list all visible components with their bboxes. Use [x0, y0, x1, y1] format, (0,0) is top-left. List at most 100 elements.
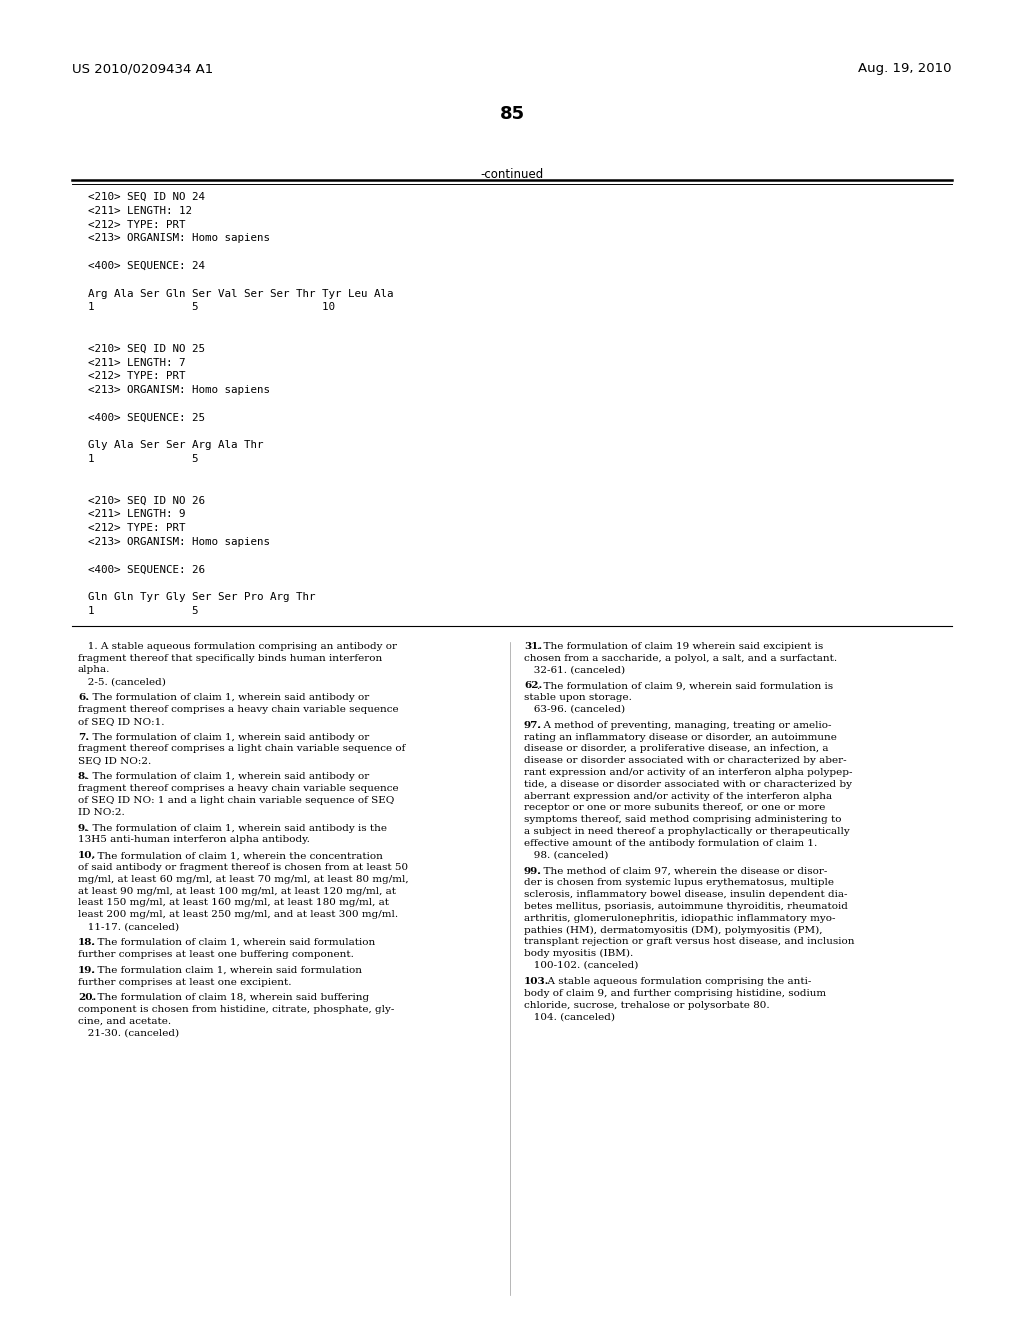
Text: . A stable aqueous formulation comprising the anti-: . A stable aqueous formulation comprisin… [541, 977, 811, 986]
Text: component is chosen from histidine, citrate, phosphate, gly-: component is chosen from histidine, citr… [78, 1006, 394, 1014]
Text: . The formulation of claim 1, wherein said antibody or: . The formulation of claim 1, wherein sa… [86, 733, 370, 742]
Text: <400> SEQUENCE: 24: <400> SEQUENCE: 24 [88, 261, 205, 271]
Text: of SEQ ID NO:1.: of SEQ ID NO:1. [78, 717, 165, 726]
Text: 104. (canceled): 104. (canceled) [524, 1012, 615, 1022]
Text: <400> SEQUENCE: 25: <400> SEQUENCE: 25 [88, 413, 205, 422]
Text: 9.: 9. [78, 824, 89, 833]
Text: 1               5: 1 5 [88, 606, 199, 616]
Text: 32-61. (canceled): 32-61. (canceled) [524, 665, 625, 675]
Text: of SEQ ID NO: 1 and a light chain variable sequence of SEQ: of SEQ ID NO: 1 and a light chain variab… [78, 796, 394, 805]
Text: cine, and acetate.: cine, and acetate. [78, 1016, 171, 1026]
Text: rant expression and/or activity of an interferon alpha polypep-: rant expression and/or activity of an in… [524, 768, 853, 777]
Text: . A method of preventing, managing, treating or amelio-: . A method of preventing, managing, trea… [537, 721, 831, 730]
Text: <212> TYPE: PRT: <212> TYPE: PRT [88, 371, 185, 381]
Text: 1               5                   10: 1 5 10 [88, 302, 335, 313]
Text: 21-30. (canceled): 21-30. (canceled) [78, 1028, 179, 1038]
Text: . The formulation claim 1, wherein said formulation: . The formulation claim 1, wherein said … [90, 966, 361, 974]
Text: 20.: 20. [78, 994, 96, 1002]
Text: further comprises at least one excipient.: further comprises at least one excipient… [78, 978, 292, 986]
Text: 7.: 7. [78, 733, 89, 742]
Text: disease or disorder associated with or characterized by aber-: disease or disorder associated with or c… [524, 756, 847, 766]
Text: <212> TYPE: PRT: <212> TYPE: PRT [88, 523, 185, 533]
Text: 2-5. (canceled): 2-5. (canceled) [78, 677, 166, 686]
Text: fragment thereof comprises a light chain variable sequence of: fragment thereof comprises a light chain… [78, 744, 406, 754]
Text: . The formulation of claim 9, wherein said formulation is: . The formulation of claim 9, wherein sa… [537, 681, 833, 690]
Text: <211> LENGTH: 7: <211> LENGTH: 7 [88, 358, 185, 367]
Text: 31.: 31. [524, 642, 542, 651]
Text: body of claim 9, and further comprising histidine, sodium: body of claim 9, and further comprising … [524, 989, 826, 998]
Text: 1               5: 1 5 [88, 454, 199, 465]
Text: . The formulation of claim 1, wherein said formulation: . The formulation of claim 1, wherein sa… [90, 939, 375, 946]
Text: 99.: 99. [524, 867, 542, 875]
Text: disease or disorder, a proliferative disease, an infection, a: disease or disorder, a proliferative dis… [524, 744, 828, 754]
Text: fragment thereof comprises a heavy chain variable sequence: fragment thereof comprises a heavy chain… [78, 784, 398, 793]
Text: least 150 mg/ml, at least 160 mg/ml, at least 180 mg/ml, at: least 150 mg/ml, at least 160 mg/ml, at … [78, 899, 389, 907]
Text: . The formulation of claim 1, wherein said antibody is the: . The formulation of claim 1, wherein sa… [86, 824, 387, 833]
Text: receptor or one or more subunits thereof, or one or more: receptor or one or more subunits thereof… [524, 804, 825, 812]
Text: 63-96. (canceled): 63-96. (canceled) [524, 705, 625, 714]
Text: US 2010/0209434 A1: US 2010/0209434 A1 [72, 62, 213, 75]
Text: 85: 85 [500, 106, 524, 123]
Text: mg/ml, at least 60 mg/ml, at least 70 mg/ml, at least 80 mg/ml,: mg/ml, at least 60 mg/ml, at least 70 mg… [78, 875, 409, 884]
Text: fragment thereof comprises a heavy chain variable sequence: fragment thereof comprises a heavy chain… [78, 705, 398, 714]
Text: 11-17. (canceled): 11-17. (canceled) [78, 923, 179, 931]
Text: Arg Ala Ser Gln Ser Val Ser Ser Thr Tyr Leu Ala: Arg Ala Ser Gln Ser Val Ser Ser Thr Tyr … [88, 289, 393, 298]
Text: least 200 mg/ml, at least 250 mg/ml, and at least 300 mg/ml.: least 200 mg/ml, at least 250 mg/ml, and… [78, 911, 398, 919]
Text: aberrant expression and/or activity of the interferon alpha: aberrant expression and/or activity of t… [524, 792, 833, 801]
Text: . The method of claim 97, wherein the disease or disor-: . The method of claim 97, wherein the di… [537, 867, 827, 875]
Text: a subject in need thereof a prophylactically or therapeutically: a subject in need thereof a prophylactic… [524, 828, 850, 836]
Text: alpha.: alpha. [78, 665, 111, 675]
Text: 8.: 8. [78, 772, 89, 781]
Text: Gln Gln Tyr Gly Ser Ser Pro Arg Thr: Gln Gln Tyr Gly Ser Ser Pro Arg Thr [88, 593, 315, 602]
Text: -continued: -continued [480, 168, 544, 181]
Text: chloride, sucrose, trehalose or polysorbate 80.: chloride, sucrose, trehalose or polysorb… [524, 1001, 770, 1010]
Text: 100-102. (canceled): 100-102. (canceled) [524, 961, 638, 970]
Text: <212> TYPE: PRT: <212> TYPE: PRT [88, 219, 185, 230]
Text: transplant rejection or graft versus host disease, and inclusion: transplant rejection or graft versus hos… [524, 937, 854, 946]
Text: . The formulation of claim 1, wherein said antibody or: . The formulation of claim 1, wherein sa… [86, 772, 370, 781]
Text: 103.: 103. [524, 977, 549, 986]
Text: of said antibody or fragment thereof is chosen from at least 50: of said antibody or fragment thereof is … [78, 863, 409, 873]
Text: <210> SEQ ID NO 26: <210> SEQ ID NO 26 [88, 495, 205, 506]
Text: arthritis, glomerulonephritis, idiopathic inflammatory myo-: arthritis, glomerulonephritis, idiopathi… [524, 913, 836, 923]
Text: . The formulation of claim 1, wherein the concentration: . The formulation of claim 1, wherein th… [90, 851, 383, 861]
Text: further comprises at least one buffering component.: further comprises at least one buffering… [78, 950, 354, 958]
Text: . The formulation of claim 19 wherein said excipient is: . The formulation of claim 19 wherein sa… [537, 642, 823, 651]
Text: effective amount of the antibody formulation of claim 1.: effective amount of the antibody formula… [524, 838, 817, 847]
Text: . The formulation of claim 1, wherein said antibody or: . The formulation of claim 1, wherein sa… [86, 693, 370, 702]
Text: 62.: 62. [524, 681, 543, 690]
Text: <211> LENGTH: 9: <211> LENGTH: 9 [88, 510, 185, 519]
Text: Gly Ala Ser Ser Arg Ala Thr: Gly Ala Ser Ser Arg Ala Thr [88, 441, 263, 450]
Text: stable upon storage.: stable upon storage. [524, 693, 632, 702]
Text: <400> SEQUENCE: 26: <400> SEQUENCE: 26 [88, 565, 205, 574]
Text: fragment thereof that specifically binds human interferon: fragment thereof that specifically binds… [78, 653, 382, 663]
Text: SEQ ID NO:2.: SEQ ID NO:2. [78, 756, 152, 766]
Text: sclerosis, inflammatory bowel disease, insulin dependent dia-: sclerosis, inflammatory bowel disease, i… [524, 890, 848, 899]
Text: body myositis (IBM).: body myositis (IBM). [524, 949, 633, 958]
Text: pathies (HM), dermatomyositis (DM), polymyositis (PM),: pathies (HM), dermatomyositis (DM), poly… [524, 925, 822, 935]
Text: <211> LENGTH: 12: <211> LENGTH: 12 [88, 206, 193, 215]
Text: Aug. 19, 2010: Aug. 19, 2010 [858, 62, 952, 75]
Text: rating an inflammatory disease or disorder, an autoimmune: rating an inflammatory disease or disord… [524, 733, 837, 742]
Text: 19.: 19. [78, 966, 96, 974]
Text: 10.: 10. [78, 851, 96, 861]
Text: betes mellitus, psoriasis, autoimmune thyroiditis, rheumatoid: betes mellitus, psoriasis, autoimmune th… [524, 902, 848, 911]
Text: <213> ORGANISM: Homo sapiens: <213> ORGANISM: Homo sapiens [88, 234, 270, 243]
Text: . The formulation of claim 18, wherein said buffering: . The formulation of claim 18, wherein s… [90, 994, 369, 1002]
Text: <213> ORGANISM: Homo sapiens: <213> ORGANISM: Homo sapiens [88, 537, 270, 546]
Text: <210> SEQ ID NO 25: <210> SEQ ID NO 25 [88, 343, 205, 354]
Text: ID NO:2.: ID NO:2. [78, 808, 125, 817]
Text: 97.: 97. [524, 721, 542, 730]
Text: at least 90 mg/ml, at least 100 mg/ml, at least 120 mg/ml, at: at least 90 mg/ml, at least 100 mg/ml, a… [78, 887, 396, 896]
Text: symptoms thereof, said method comprising administering to: symptoms thereof, said method comprising… [524, 816, 842, 824]
Text: tide, a disease or disorder associated with or characterized by: tide, a disease or disorder associated w… [524, 780, 852, 789]
Text: 6.: 6. [78, 693, 89, 702]
Text: chosen from a saccharide, a polyol, a salt, and a surfactant.: chosen from a saccharide, a polyol, a sa… [524, 653, 838, 663]
Text: der is chosen from systemic lupus erythematosus, multiple: der is chosen from systemic lupus erythe… [524, 878, 834, 887]
Text: <210> SEQ ID NO 24: <210> SEQ ID NO 24 [88, 191, 205, 202]
Text: 98. (canceled): 98. (canceled) [524, 850, 608, 859]
Text: <213> ORGANISM: Homo sapiens: <213> ORGANISM: Homo sapiens [88, 385, 270, 395]
Text: 18.: 18. [78, 939, 96, 946]
Text: 1. A stable aqueous formulation comprising an antibody or: 1. A stable aqueous formulation comprisi… [78, 642, 397, 651]
Text: 13H5 anti-human interferon alpha antibody.: 13H5 anti-human interferon alpha antibod… [78, 836, 310, 845]
